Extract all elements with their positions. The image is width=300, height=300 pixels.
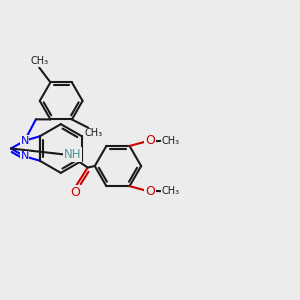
Text: N: N xyxy=(20,136,29,146)
Text: CH₃: CH₃ xyxy=(30,56,48,66)
Text: O: O xyxy=(145,185,155,198)
Text: NH: NH xyxy=(64,148,82,161)
Text: O: O xyxy=(70,186,80,199)
Text: CH₃: CH₃ xyxy=(161,186,180,196)
Text: CH₃: CH₃ xyxy=(85,128,103,138)
Text: CH₃: CH₃ xyxy=(161,136,180,146)
Text: N: N xyxy=(20,151,29,161)
Text: O: O xyxy=(145,134,155,147)
